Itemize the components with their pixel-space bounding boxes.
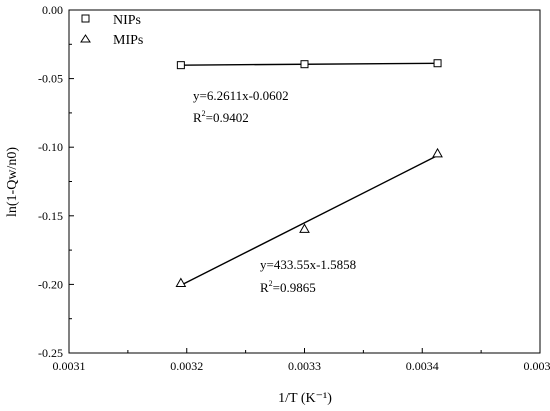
fit-r2-mips: R2=0.9865 <box>260 279 316 295</box>
data-point-nips <box>176 61 185 70</box>
fit-r2-value-mips: =0.9865 <box>273 280 316 295</box>
fit-annotation-mips: y=433.55x-1.5858 R2=0.9865 <box>260 257 356 295</box>
fit-r2-value-nips: =0.9402 <box>206 110 249 125</box>
data-point-mips <box>432 147 443 158</box>
x-tick-label: 0.0035 <box>524 359 550 373</box>
y-tick-label: -0.25 <box>38 346 63 360</box>
fit-r2-nips: R2=0.9402 <box>193 109 249 125</box>
x-tick-label: 0.0031 <box>53 359 86 373</box>
data-point-nips <box>433 59 442 68</box>
series-layer <box>175 59 443 288</box>
data-point-mips <box>299 223 310 233</box>
data-point-mips <box>175 277 187 288</box>
x-axis-ticks: 0.0031 0.0032 0.0033 0.0034 0.0035 <box>53 348 550 373</box>
legend-marker-mips <box>80 34 91 43</box>
y-axis-title: ln(1-Qw/n0) <box>5 147 20 217</box>
y-axis-ticks: 0.00 -0.05 -0.10 -0.15 -0.20 -0.25 <box>38 3 74 360</box>
y-tick-label: -0.05 <box>38 72 63 86</box>
x-tick-label: 0.0033 <box>288 359 321 373</box>
x-tick-label: 0.0032 <box>170 359 203 373</box>
fit-annotation-nips: y=6.2611x-0.0602 R2=0.9402 <box>193 88 289 125</box>
legend-label-nips: NIPs <box>113 13 141 28</box>
legend-label-mips: MIPs <box>113 33 143 48</box>
x-tick-label: 0.0034 <box>406 359 439 373</box>
legend: NIPs MIPs <box>80 13 143 48</box>
fit-r2-prefix-nips: R <box>193 110 202 125</box>
fit-equation-nips: y=6.2611x-0.0602 <box>193 88 289 103</box>
fit-line-mips <box>180 154 438 286</box>
fit-r2-sup-mips: 2 <box>269 279 273 288</box>
fit-equation-mips: y=433.55x-1.5858 <box>260 257 356 272</box>
y-tick-label: -0.10 <box>38 140 63 154</box>
y-tick-label: 0.00 <box>42 3 63 17</box>
fit-r2-prefix-mips: R <box>260 280 269 295</box>
data-point-nips <box>300 60 309 69</box>
fit-r2-sup-nips: 2 <box>202 109 206 118</box>
legend-marker-nips <box>81 14 90 23</box>
y-tick-label: -0.15 <box>38 209 63 223</box>
fit-line-nips <box>180 62 438 66</box>
x-axis-title: 1/T (K⁻¹) <box>278 391 332 406</box>
y-tick-label: -0.20 <box>38 277 63 291</box>
